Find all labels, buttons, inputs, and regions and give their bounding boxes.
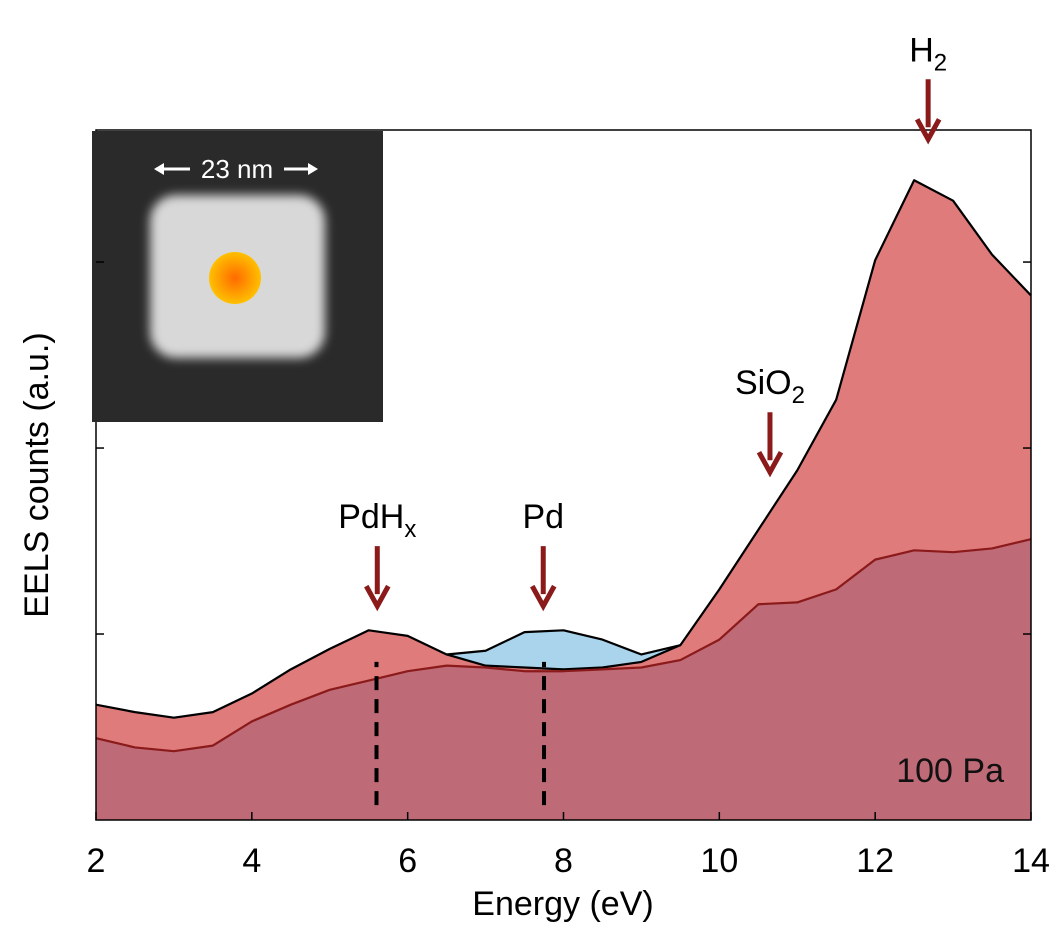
x-tick-label: 14 (1012, 842, 1050, 880)
series (96, 539, 1031, 820)
x-tick-label: 2 (87, 842, 106, 880)
x-tick-label: 4 (242, 842, 261, 880)
annotation-subscript: x (404, 516, 416, 543)
x-tick-label: 12 (856, 842, 894, 880)
inset-probe (209, 252, 261, 304)
chart: 23 nm 100 Pa Energy (eV) EELS counts (a.… (0, 0, 1063, 939)
annotation-label: SiO2 (735, 364, 805, 409)
inset-image: 23 nm (92, 131, 383, 422)
annotation-label: Pd (522, 498, 564, 536)
page: {"chart_data": { "type": "area", "x_labe… (0, 0, 1063, 939)
x-tick-label: 6 (398, 842, 417, 880)
x-tick-label: 8 (554, 842, 573, 880)
annotation-text: SiO (735, 364, 792, 402)
annotation-subscript: 2 (934, 49, 947, 76)
condition-label: 100 Pa (896, 752, 1004, 790)
annotation-subscript: 2 (792, 382, 805, 409)
y-axis-label: EELS counts (a.u.) (18, 332, 56, 617)
scale-label: 23 nm (201, 154, 273, 184)
annotation-label: PdHx (338, 498, 416, 543)
annotation-text: PdH (338, 498, 404, 536)
annotation-text: Pd (522, 498, 564, 536)
annotation-text: H (909, 31, 934, 69)
area (96, 539, 1031, 820)
annotation-label: H2 (909, 31, 947, 76)
x-axis-label: Energy (eV) (472, 885, 653, 923)
x-tick-label: 10 (700, 842, 738, 880)
